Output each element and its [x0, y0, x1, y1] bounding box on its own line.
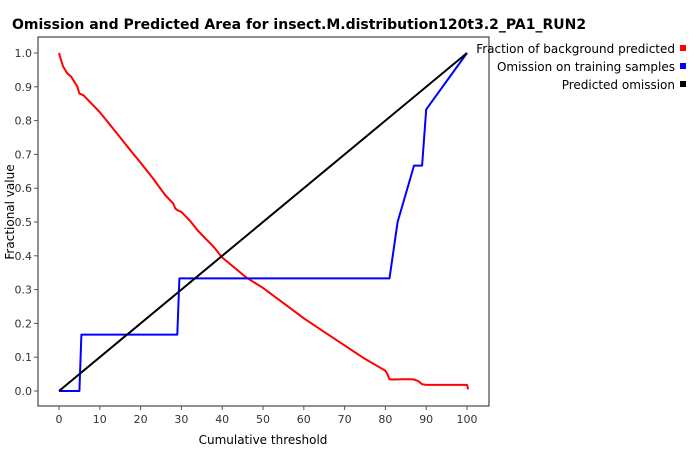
y-tick-label: 0.2 — [15, 317, 33, 330]
x-axis-ticks: 0 10 20 30 40 50 60 70 80 90 100 — [56, 406, 478, 426]
y-axis-ticks: 0.0 0.1 0.2 0.3 0.4 0.5 0.6 0.7 0.8 0.9 1.0 — [15, 47, 38, 398]
x-tick-label: 70 — [338, 413, 352, 426]
y-tick-label: 0.3 — [15, 284, 33, 297]
x-tick-label: 40 — [215, 413, 229, 426]
y-tick-label: 0.1 — [15, 351, 33, 364]
x-tick-label: 0 — [56, 413, 63, 426]
legend-label: Fraction of background predicted — [476, 42, 675, 56]
x-tick-label: 10 — [93, 413, 107, 426]
training-omission-swatch — [680, 63, 686, 69]
series-lines — [58, 52, 470, 392]
background-predicted-swatch — [680, 45, 686, 51]
chart-title: Omission and Predicted Area for insect.M… — [12, 17, 586, 33]
x-tick-label: 60 — [297, 413, 311, 426]
y-tick-label: 0.7 — [15, 148, 33, 161]
legend-label: Predicted omission — [562, 78, 675, 92]
y-tick-label: 1.0 — [15, 47, 33, 60]
y-tick-label: 0.0 — [15, 385, 33, 398]
x-tick-label: 50 — [256, 413, 270, 426]
x-axis-label: Cumulative threshold — [199, 433, 328, 447]
x-tick-label: 80 — [378, 413, 392, 426]
y-tick-label: 0.4 — [15, 250, 33, 263]
y-tick-label: 0.6 — [15, 182, 33, 195]
predicted-omission-swatch — [680, 81, 686, 87]
y-tick-label: 0.9 — [15, 81, 33, 94]
predicted-omission-line — [58, 52, 468, 392]
y-axis-label: Fractional value — [3, 164, 17, 259]
y-tick-label: 0.8 — [15, 115, 33, 128]
y-tick-label: 0.5 — [15, 216, 33, 229]
x-tick-label: 20 — [134, 413, 148, 426]
x-tick-label: 90 — [419, 413, 433, 426]
background-predicted-line — [58, 52, 470, 390]
x-tick-label: 30 — [174, 413, 188, 426]
legend: Fraction of background predicted Omission… — [476, 42, 686, 92]
training-omission-line — [59, 52, 468, 392]
x-tick-label: 100 — [457, 413, 478, 426]
legend-label: Omission on training samples — [497, 60, 675, 74]
